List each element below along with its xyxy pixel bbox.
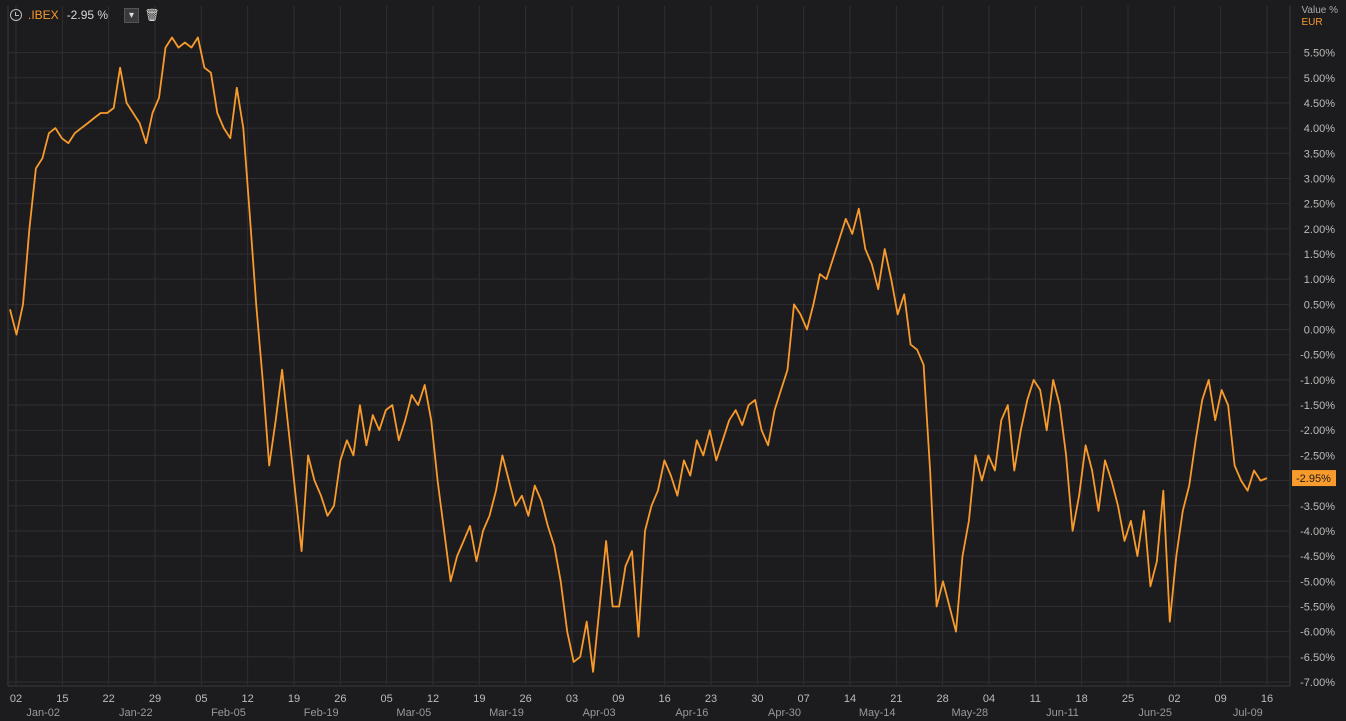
x-period-label: Apr-30 bbox=[768, 707, 801, 719]
axis-header: Value % EUR bbox=[1301, 5, 1338, 29]
x-tick-label: 14 bbox=[844, 693, 856, 705]
x-tick-label: 09 bbox=[1215, 693, 1227, 705]
y-axis: 5.50% 5.00% 4.50% 4.00% 3.50% 3.00% 2.50% 2.00%… bbox=[1300, 48, 1335, 689]
y-tick-label: -7.00% bbox=[1300, 677, 1335, 689]
trash-icon[interactable]: 🗑 bbox=[144, 8, 160, 22]
y-tick-label: 3.50% bbox=[1304, 148, 1335, 160]
x-period-label: Jan-22 bbox=[119, 707, 153, 719]
x-period-label: Feb-19 bbox=[304, 707, 339, 719]
series-group bbox=[9, 36, 1268, 673]
x-tick-label: 21 bbox=[890, 693, 902, 705]
chevron-down-icon[interactable]: ▾ bbox=[124, 7, 140, 23]
x-tick-label: 28 bbox=[937, 693, 949, 705]
y-tick-label: -2.00% bbox=[1300, 425, 1335, 437]
y-tick-label: -6.50% bbox=[1300, 652, 1335, 664]
legend-symbol[interactable]: .IBEX bbox=[28, 8, 59, 22]
x-tick-label: 19 bbox=[288, 693, 300, 705]
x-tick-label: 30 bbox=[751, 693, 763, 705]
y-tick-label: -5.50% bbox=[1300, 601, 1335, 613]
y-tick-label: 0.50% bbox=[1304, 299, 1335, 311]
last-value-label: -2.95% bbox=[1296, 473, 1331, 485]
x-period-label: Apr-03 bbox=[583, 707, 616, 719]
y-tick-label: -5.00% bbox=[1300, 576, 1335, 588]
y-tick-label: -1.00% bbox=[1300, 375, 1335, 387]
x-tick-label: 26 bbox=[520, 693, 532, 705]
x-tick-label: 02 bbox=[1168, 693, 1180, 705]
x-period-label: Jan-02 bbox=[26, 707, 60, 719]
x-tick-label: 12 bbox=[427, 693, 439, 705]
last-value-group: -2.95% bbox=[1292, 470, 1336, 487]
x-tick-label: 25 bbox=[1122, 693, 1134, 705]
x-period-label: Mar-19 bbox=[489, 707, 524, 719]
x-axis: 02 15 22 29 05 12 19 26 05 12 19 26 03 09 16 23 30 07 14 21… bbox=[10, 693, 1273, 719]
y-tick-label: -3.50% bbox=[1300, 501, 1335, 513]
x-tick-label: 29 bbox=[149, 693, 161, 705]
x-period-label: May-14 bbox=[859, 707, 896, 719]
x-tick-label: 16 bbox=[1261, 693, 1273, 705]
x-period-label: Mar-05 bbox=[396, 707, 431, 719]
legend-change: -2.95 % bbox=[66, 8, 109, 22]
x-tick-label: 19 bbox=[473, 693, 485, 705]
y-tick-label: 1.50% bbox=[1304, 249, 1335, 261]
x-tick-label: 07 bbox=[798, 693, 810, 705]
x-tick-label: 12 bbox=[242, 693, 254, 705]
x-period-label: Jun-11 bbox=[1046, 707, 1079, 719]
y-tick-label: 4.00% bbox=[1304, 123, 1335, 135]
y-tick-label: -0.50% bbox=[1300, 350, 1335, 362]
chart-grid bbox=[7, 6, 1291, 687]
x-tick-label: 16 bbox=[659, 693, 671, 705]
x-tick-label: 23 bbox=[705, 693, 717, 705]
x-tick-label: 03 bbox=[566, 693, 578, 705]
series-legend[interactable]: .IBEX -2.95 % ▾ 🗑 bbox=[10, 4, 160, 26]
y-tick-label: -1.50% bbox=[1300, 400, 1335, 412]
series-line[interactable] bbox=[9, 36, 1268, 673]
x-period-label: Jun-25 bbox=[1138, 707, 1172, 719]
x-tick-label: 18 bbox=[1076, 693, 1088, 705]
x-period-label: Jul-09 bbox=[1233, 707, 1263, 719]
x-period-label: Apr-16 bbox=[675, 707, 708, 719]
y-tick-label: 1.00% bbox=[1304, 274, 1335, 286]
axis-unit: Value % bbox=[1301, 5, 1338, 16]
y-tick-label: 2.50% bbox=[1304, 199, 1335, 211]
clock-icon bbox=[10, 9, 22, 21]
y-tick-label: 5.00% bbox=[1304, 73, 1335, 85]
x-tick-label: 05 bbox=[195, 693, 207, 705]
y-tick-label: 5.50% bbox=[1304, 48, 1335, 60]
x-tick-label: 02 bbox=[10, 693, 22, 705]
y-tick-label: 2.00% bbox=[1304, 224, 1335, 236]
y-tick-label: 4.50% bbox=[1304, 98, 1335, 110]
x-period-label: May-28 bbox=[951, 707, 988, 719]
x-tick-label: 09 bbox=[612, 693, 624, 705]
y-tick-label: -2.50% bbox=[1300, 450, 1335, 462]
x-tick-label: 22 bbox=[103, 693, 115, 705]
y-tick-label: -6.00% bbox=[1300, 627, 1335, 639]
x-tick-label: 11 bbox=[1030, 693, 1041, 705]
x-period-label: Feb-05 bbox=[211, 707, 246, 719]
x-tick-label: 05 bbox=[381, 693, 393, 705]
x-tick-label: 26 bbox=[334, 693, 346, 705]
last-value-badge bbox=[1292, 470, 1336, 487]
y-tick-label: -4.00% bbox=[1300, 526, 1335, 538]
x-tick-label: 04 bbox=[983, 693, 995, 705]
x-tick-label: 15 bbox=[56, 693, 68, 705]
y-tick-label: 3.00% bbox=[1304, 173, 1335, 185]
axis-currency: EUR bbox=[1301, 17, 1323, 28]
y-tick-label: 0.00% bbox=[1304, 325, 1335, 337]
y-tick-label: -4.50% bbox=[1300, 551, 1335, 563]
